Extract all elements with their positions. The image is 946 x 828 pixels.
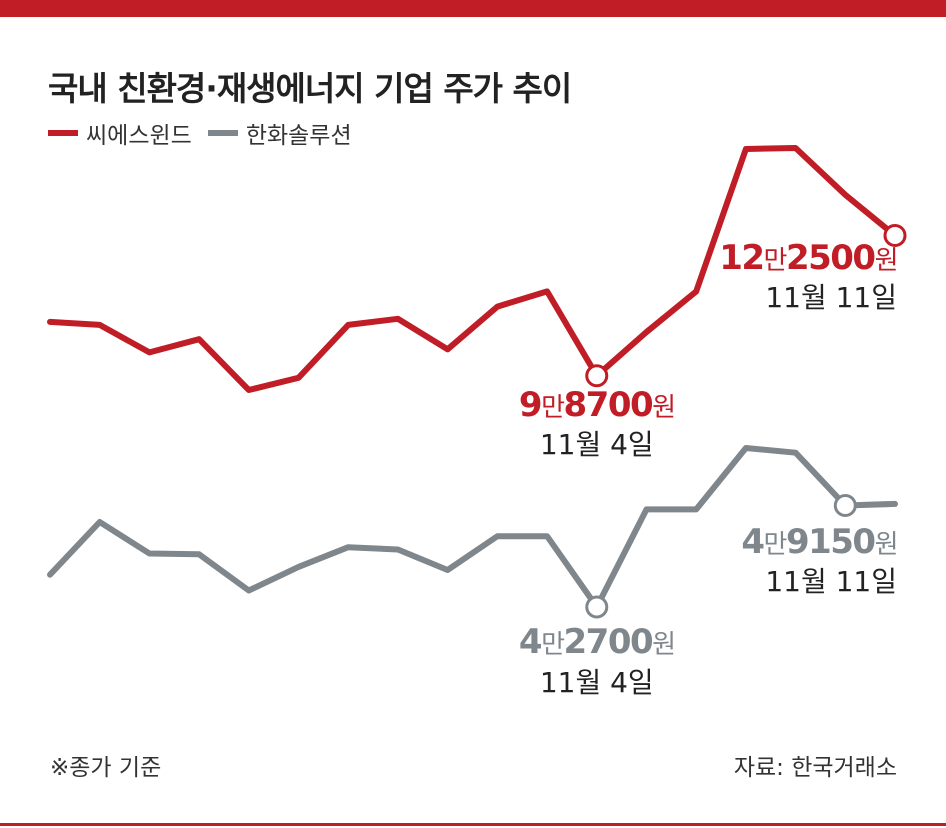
legend: 씨에스윈드 한화솔루션 xyxy=(48,116,368,150)
series-line-2 xyxy=(47,445,898,610)
date-label: 11월 11일 xyxy=(765,565,897,598)
data-point-marker xyxy=(833,493,857,517)
legend-label-series-1: 씨에스윈드 xyxy=(86,123,192,149)
date-label: 11월 4일 xyxy=(540,428,654,461)
legend-swatch-series-2 xyxy=(207,130,238,136)
value-label: 4만2700원 xyxy=(519,622,675,662)
value-label: 4만9150원 xyxy=(741,522,897,562)
legend-swatch-series-1 xyxy=(48,130,78,136)
date-label: 11월 4일 xyxy=(540,666,654,699)
chart-title: 국내 친환경·재생에너지 기업 주가 추이 xyxy=(48,69,572,108)
legend-item-series-1: 씨에스윈드 xyxy=(48,116,192,150)
date-label: 11월 11일 xyxy=(765,281,897,314)
footnote: ※종가 기준 xyxy=(50,755,162,781)
data-point-marker xyxy=(883,223,907,247)
data-point-marker xyxy=(585,595,609,619)
legend-item-series-2: 한화솔루션 xyxy=(207,116,352,150)
top-accent-bar xyxy=(0,0,946,17)
data-point-marker xyxy=(585,364,609,388)
series-line-1 xyxy=(47,145,898,393)
value-label: 9만8700원 xyxy=(519,385,675,425)
legend-label-series-2: 한화솔루션 xyxy=(245,123,352,149)
bottom-accent-line xyxy=(0,823,946,826)
value-label: 12만2500원 xyxy=(719,238,897,278)
source-note: 자료: 한국거래소 xyxy=(733,755,897,781)
